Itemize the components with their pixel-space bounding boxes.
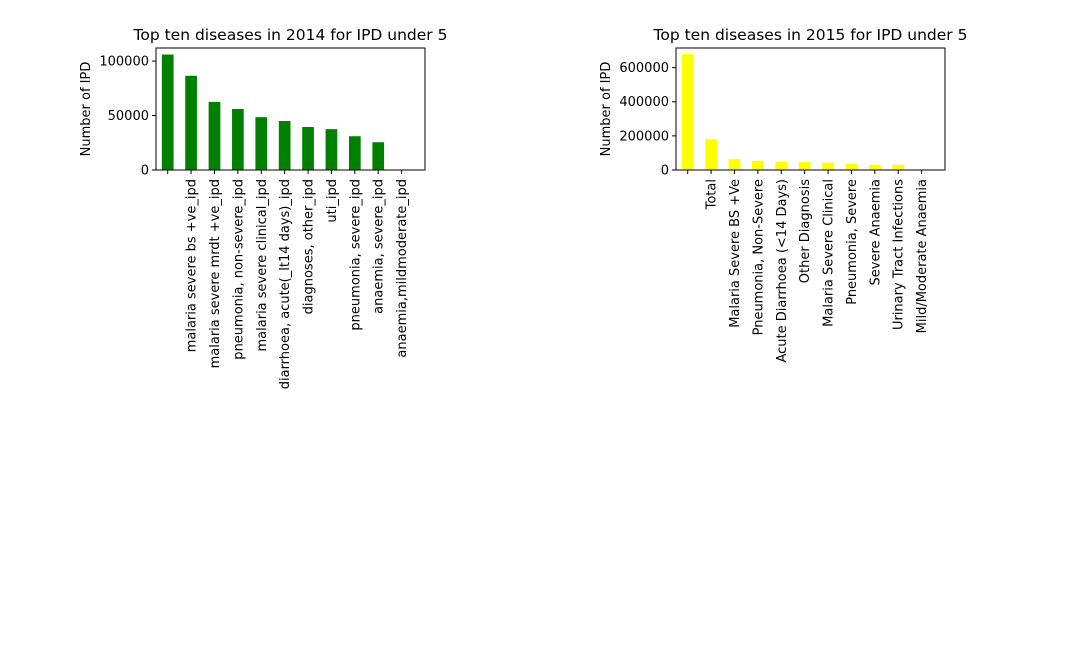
y-axis-label: Number of IPD xyxy=(79,62,94,157)
bar xyxy=(185,75,197,170)
chart-2014: 0 50000 100000 malaria severe bs +ve_ipd mal… xyxy=(79,26,447,389)
y-tick-label: 100000 xyxy=(99,55,149,70)
y-tick-label: 0 xyxy=(661,164,669,179)
bar xyxy=(868,164,881,170)
x-tick-label: uti_ipd xyxy=(325,179,340,223)
bar xyxy=(775,161,788,170)
bar xyxy=(705,139,717,170)
x-tick-label: malaria severe clinical_ipd xyxy=(255,179,270,351)
chart-2015: 0 200000 400000 600000 Total Malaria Severe B… xyxy=(599,26,967,363)
x-tick-label: malaria severe mrdt +ve_ipd xyxy=(208,179,223,368)
chart-title: Top ten diseases in 2015 for IPD under 5 xyxy=(653,26,968,44)
bar xyxy=(348,136,361,170)
x-tick-label: Malaria Severe Clinical xyxy=(822,179,837,327)
x-tick-label: Total xyxy=(705,179,720,210)
x-tick-label: Acute Diarrhoea (<14 Days) xyxy=(775,179,790,363)
y-tick-label: 600000 xyxy=(619,61,669,76)
x-tick-label: pneumonia, severe_ipd xyxy=(348,179,363,331)
bar xyxy=(278,120,291,170)
bar xyxy=(325,129,338,170)
chart-title: Top ten diseases in 2014 for IPD under 5 xyxy=(133,26,448,44)
x-tick-label: anaemia, severe_ipd xyxy=(372,179,387,314)
y-tick-label: 400000 xyxy=(619,95,669,110)
x-tick-label: Pneumonia, Severe xyxy=(845,179,860,305)
bar xyxy=(728,158,741,170)
x-tick-label: Mild/Moderate Anaemia xyxy=(915,179,930,333)
x-tick-label: diagnoses, other_ipd xyxy=(302,179,317,314)
x-tick-label: pneumonia, non-severe_ipd xyxy=(231,179,246,360)
bar xyxy=(208,101,221,170)
bar xyxy=(302,126,314,170)
x-tick-label: Severe Anaemia xyxy=(868,179,883,285)
x-tick-label: anaemia,mildmoderate_ipd xyxy=(395,179,410,358)
bar xyxy=(752,160,764,170)
x-tick-label: Malaria Severe BS +Ve xyxy=(728,179,743,328)
y-axis-label: Number of IPD xyxy=(599,62,614,157)
bar xyxy=(255,117,268,170)
axes-frame xyxy=(155,47,426,171)
bar xyxy=(372,142,385,170)
bar xyxy=(892,164,905,170)
x-tick-label: diarrhoea, acute(_lt14 days)_ipd xyxy=(278,179,293,389)
x-tick-label: Pneumonia, Non-Severe xyxy=(751,179,766,335)
bar xyxy=(161,54,174,170)
bar xyxy=(822,162,834,170)
x-tick-label: malaria severe bs +ve_ipd xyxy=(185,179,200,352)
x-tick-label: Urinary Tract Infections xyxy=(892,179,907,330)
y-tick-label: 200000 xyxy=(619,129,669,144)
y-tick-label: 50000 xyxy=(108,109,149,124)
bar xyxy=(798,162,811,170)
axes-frame xyxy=(675,47,946,171)
bar xyxy=(681,53,694,170)
y-tick-label: 0 xyxy=(141,164,149,179)
bar xyxy=(845,163,858,170)
bar xyxy=(232,109,244,170)
x-tick-label: Other Diagnosis xyxy=(798,179,813,283)
